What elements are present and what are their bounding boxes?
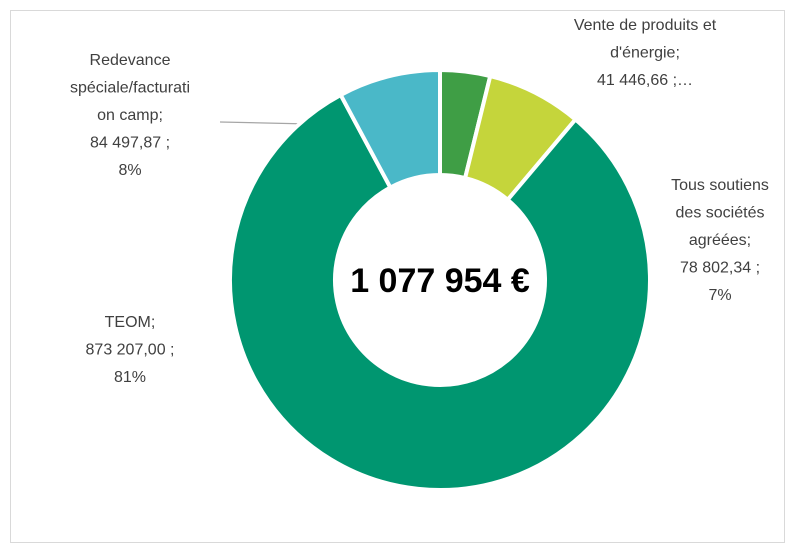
data-label: TEOM; 873 207,00 ; 81% xyxy=(86,314,175,386)
data-label: Tous soutiens des sociétés agréées; 78 802,… xyxy=(671,177,769,304)
donut-slice xyxy=(337,67,442,191)
center-label: 1 077 954 € xyxy=(350,262,530,300)
slices xyxy=(228,67,652,492)
donut-slice xyxy=(228,92,652,492)
data-label: Redevance spéciale/facturati on camp; 84 49… xyxy=(70,52,190,179)
data-label: Vente de produits et d'énergie; 41 446,66 … xyxy=(574,17,717,89)
